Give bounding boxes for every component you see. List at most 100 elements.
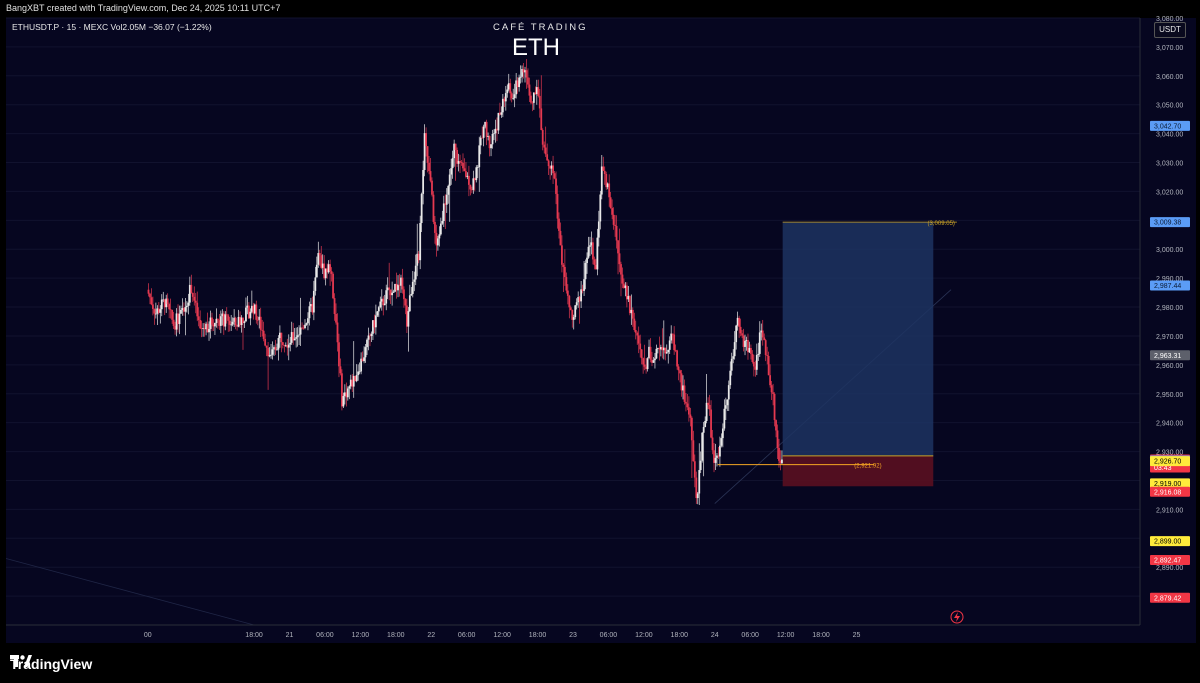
candle[interactable] bbox=[696, 491, 699, 505]
candle[interactable] bbox=[466, 172, 469, 180]
candle[interactable] bbox=[776, 424, 779, 460]
candle[interactable] bbox=[597, 210, 600, 247]
candle[interactable] bbox=[500, 106, 503, 118]
candle[interactable] bbox=[594, 258, 597, 270]
candle[interactable] bbox=[648, 339, 650, 359]
candle[interactable] bbox=[649, 338, 652, 363]
candle[interactable] bbox=[470, 186, 473, 194]
candle[interactable] bbox=[565, 272, 568, 294]
candle[interactable] bbox=[572, 314, 575, 330]
candle[interactable] bbox=[465, 162, 467, 179]
candle[interactable] bbox=[599, 190, 602, 230]
candle[interactable] bbox=[157, 302, 160, 315]
candle[interactable] bbox=[188, 276, 191, 306]
candle[interactable] bbox=[366, 338, 368, 355]
candle[interactable] bbox=[469, 184, 472, 196]
price-badge[interactable]: 2,919.00 bbox=[1150, 478, 1190, 489]
candle[interactable] bbox=[259, 307, 262, 338]
candle[interactable] bbox=[160, 294, 163, 317]
candle[interactable] bbox=[343, 384, 346, 405]
candle[interactable] bbox=[177, 304, 179, 333]
candle[interactable] bbox=[643, 344, 646, 371]
candle[interactable] bbox=[385, 284, 388, 311]
candle[interactable] bbox=[216, 318, 219, 329]
candle[interactable] bbox=[625, 282, 628, 308]
candle[interactable] bbox=[289, 336, 292, 352]
candle[interactable] bbox=[651, 351, 653, 367]
candle[interactable] bbox=[535, 79, 538, 105]
candle[interactable] bbox=[298, 325, 300, 345]
candle[interactable] bbox=[194, 293, 197, 314]
candle[interactable] bbox=[265, 345, 268, 357]
candle[interactable] bbox=[513, 83, 516, 108]
candle[interactable] bbox=[593, 256, 596, 270]
candle[interactable] bbox=[590, 231, 593, 255]
candle[interactable] bbox=[330, 267, 333, 282]
candle[interactable] bbox=[503, 96, 506, 108]
candle[interactable] bbox=[496, 117, 498, 142]
candle[interactable] bbox=[531, 101, 534, 112]
candle[interactable] bbox=[478, 136, 481, 192]
candle[interactable] bbox=[654, 353, 656, 369]
candle[interactable] bbox=[528, 77, 531, 102]
candle[interactable] bbox=[208, 321, 210, 341]
price-axis[interactable] bbox=[1140, 18, 1196, 625]
candle[interactable] bbox=[646, 357, 649, 372]
candle[interactable] bbox=[456, 147, 458, 167]
candle[interactable] bbox=[199, 310, 202, 330]
candle[interactable] bbox=[205, 321, 207, 336]
candle[interactable] bbox=[541, 128, 544, 151]
candle[interactable] bbox=[326, 263, 329, 279]
candle[interactable] bbox=[426, 146, 429, 173]
candle[interactable] bbox=[219, 310, 222, 334]
tradingview-logo[interactable]: TradingView bbox=[10, 655, 92, 673]
candle[interactable] bbox=[742, 328, 745, 352]
candle[interactable] bbox=[214, 322, 216, 335]
candle[interactable] bbox=[459, 154, 461, 173]
candle[interactable] bbox=[211, 312, 213, 332]
candle[interactable] bbox=[775, 419, 777, 438]
candle[interactable] bbox=[760, 323, 763, 341]
candle[interactable] bbox=[627, 285, 630, 303]
candle[interactable] bbox=[408, 284, 411, 312]
candle[interactable] bbox=[280, 332, 283, 353]
candle[interactable] bbox=[562, 263, 565, 293]
target-zone[interactable] bbox=[782, 222, 934, 456]
candle[interactable] bbox=[515, 73, 518, 99]
candle[interactable] bbox=[764, 338, 767, 362]
candle[interactable] bbox=[512, 88, 515, 101]
candle[interactable] bbox=[482, 124, 485, 147]
candle[interactable] bbox=[395, 272, 398, 299]
candle[interactable] bbox=[354, 375, 357, 382]
candle[interactable] bbox=[230, 314, 233, 331]
candle[interactable] bbox=[553, 171, 556, 180]
candle[interactable] bbox=[699, 451, 702, 474]
candle[interactable] bbox=[345, 382, 348, 407]
candle[interactable] bbox=[677, 364, 680, 381]
candle[interactable] bbox=[497, 112, 500, 135]
candle[interactable] bbox=[574, 305, 577, 320]
candle[interactable] bbox=[360, 352, 363, 375]
candle[interactable] bbox=[255, 300, 258, 324]
candle[interactable] bbox=[444, 194, 447, 230]
candle[interactable] bbox=[685, 392, 687, 412]
candle[interactable] bbox=[493, 129, 495, 141]
candle[interactable] bbox=[468, 165, 470, 197]
candle[interactable] bbox=[479, 135, 482, 155]
candle[interactable] bbox=[292, 322, 295, 345]
stop-zone[interactable] bbox=[782, 455, 934, 487]
candle[interactable] bbox=[628, 295, 631, 316]
candle[interactable] bbox=[729, 361, 732, 389]
candle[interactable] bbox=[698, 443, 701, 505]
candle[interactable] bbox=[747, 333, 749, 360]
candle[interactable] bbox=[154, 302, 157, 319]
candle[interactable] bbox=[156, 305, 159, 326]
candle[interactable] bbox=[716, 453, 718, 467]
candle[interactable] bbox=[234, 316, 237, 330]
candle[interactable] bbox=[538, 89, 541, 118]
candle[interactable] bbox=[589, 236, 591, 256]
candle[interactable] bbox=[221, 309, 224, 326]
candle[interactable] bbox=[621, 267, 624, 289]
candle[interactable] bbox=[657, 347, 659, 354]
candle[interactable] bbox=[228, 316, 231, 332]
